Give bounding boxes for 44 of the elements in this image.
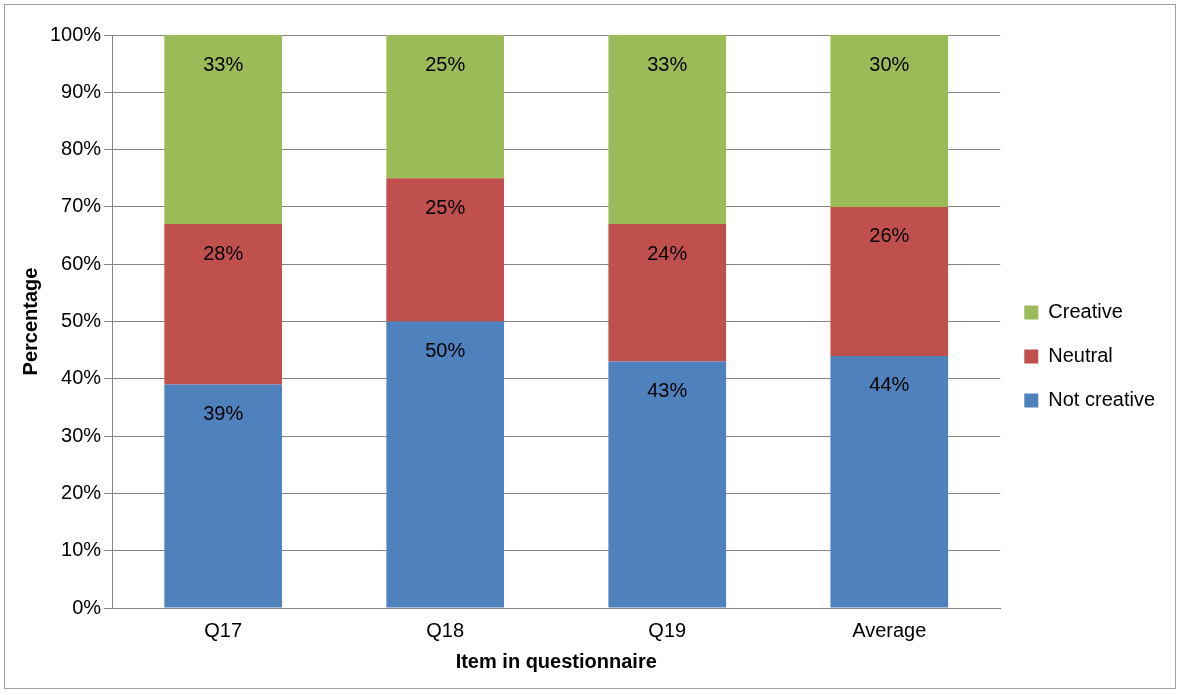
bar [386,178,505,322]
bar [164,224,283,385]
bar [164,35,283,225]
y-tick-label: 70% [61,194,102,217]
data-label: 50% [425,339,466,362]
y-tick-label: 50% [61,309,102,332]
x-axis-title: Item in questionnaire [455,649,657,672]
y-tick-label: 90% [61,79,102,102]
data-label: 28% [203,241,244,264]
data-label: 24% [647,241,688,264]
data-label: 25% [425,195,466,218]
bar [830,206,949,356]
data-label: 33% [203,52,244,75]
x-tick-label: Q17 [204,618,243,641]
legend-label: Neutral [1048,344,1113,367]
bar [830,355,949,608]
y-tick-label: 80% [61,137,102,160]
bar [830,35,949,207]
bar [608,361,727,608]
bar [386,35,505,179]
x-tick-label: Q18 [426,618,465,641]
y-tick-label: 30% [61,423,102,446]
data-label: 25% [425,52,466,75]
y-axis-title: Percentage [18,267,41,376]
bar [386,321,505,608]
y-tick-label: 40% [61,366,102,389]
bar [164,384,283,608]
y-tick-label: 20% [61,480,102,503]
data-label: 33% [647,52,688,75]
data-label: 30% [869,52,910,75]
bar [608,224,727,362]
y-tick-label: 100% [50,22,102,45]
bar [608,35,727,225]
data-label: 39% [203,402,244,425]
x-tick-label: Average [852,618,927,641]
legend-label: Creative [1048,300,1123,323]
y-tick-label: 60% [61,251,102,274]
data-label: 26% [869,224,910,247]
x-tick-label: Q19 [648,618,687,641]
y-tick-label: 10% [61,538,102,561]
y-tick-label: 0% [72,595,102,618]
legend-label: Not creative [1048,388,1156,411]
data-label: 43% [647,379,688,402]
data-label: 44% [869,373,910,396]
